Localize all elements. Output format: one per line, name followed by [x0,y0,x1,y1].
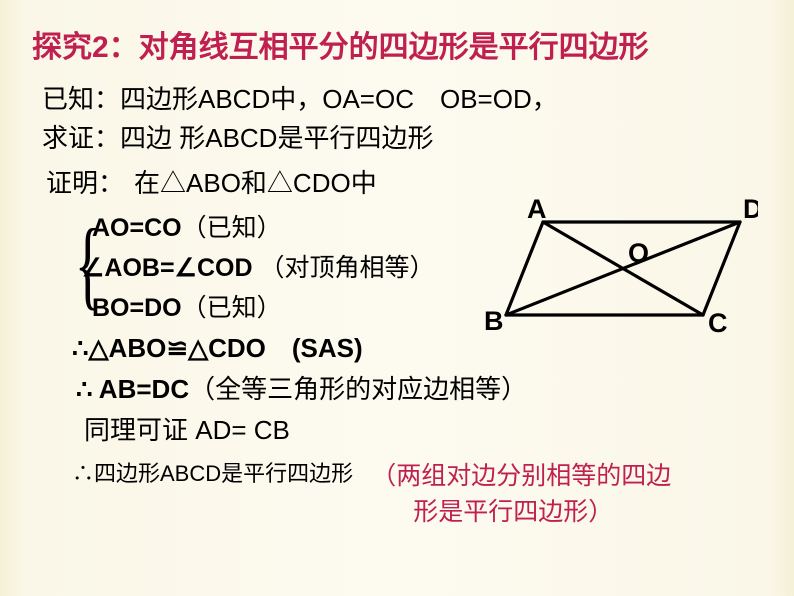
conclusion-2: ∴ AB=DC（全等三角形的对应边相等） [76,369,762,410]
label-b: B [484,306,504,336]
reason-text: （两组对边分别相等的四边形是平行四边形） [371,456,751,528]
label-d: D [743,194,758,224]
title: 探究2：对角线互相平分的四边形是平行四边形 [32,22,762,66]
curly-brace-icon: { [75,219,101,309]
final-row: ∴四边形ABCD是平行四边形 （两组对边分别相等的四边形是平行四边形） [72,456,762,528]
proof-text: 在△ABO和△CDO中 [134,164,377,203]
label-a: A [527,194,547,224]
conclusion-3: 同理可证 AD= CB [84,410,762,450]
label-c: C [708,308,728,338]
given-line: 已知：四边形ABCD中，OA=OC OB=OD， [42,80,762,119]
final-conclusion: ∴四边形ABCD是平行四边形 [72,456,353,488]
prove-line: 求证：四边 形ABCD是平行四边形 [42,119,762,158]
proof-label: 证明： [46,164,124,203]
label-o: O [628,238,649,268]
parallelogram-diagram: A D B C O [478,190,758,350]
